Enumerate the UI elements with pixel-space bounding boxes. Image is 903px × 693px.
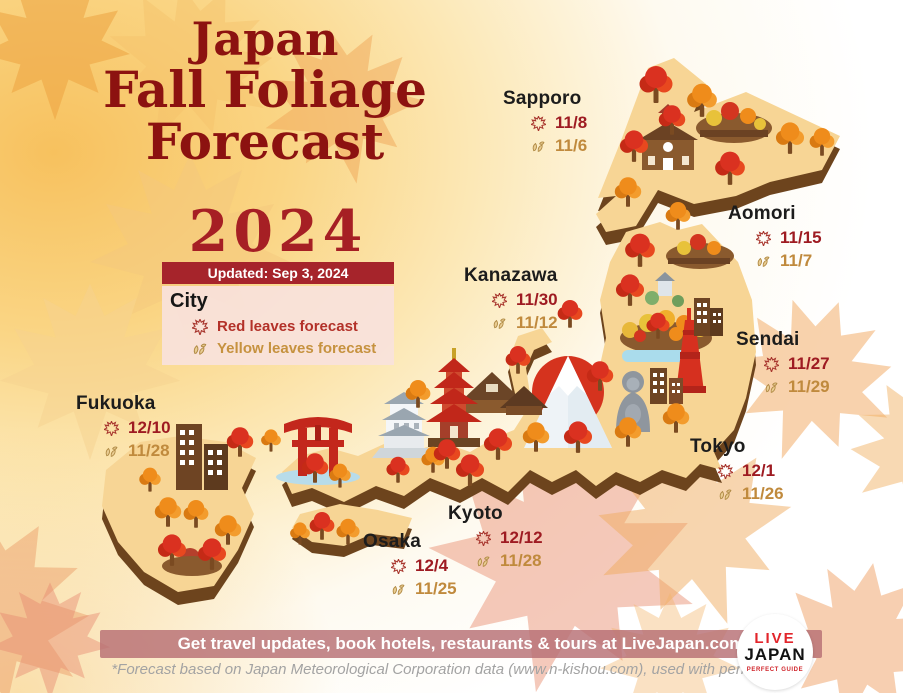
yellow-leaves-date: 11/28 [500,551,542,570]
live-japan-logo: LIVE JAPAN PERFECT GUIDE [737,614,813,690]
city-label-sendai: Sendai 11/27 11/29 [736,329,830,397]
city-name: Kyoto [448,503,503,524]
title-line-japan: Japan [191,12,339,66]
logo-japan-text: JAPAN [744,645,806,665]
legend: City Red leaves forecast Yellow leaves f… [162,286,394,365]
updated-date-banner: Updated: Sep 3, 2024 [162,262,394,284]
yellow-leaves-icon [765,381,778,393]
red-leaves-date: 11/30 [516,290,558,309]
maple-leaf-icon [192,318,208,335]
maple-leaf-icon [104,420,119,436]
city-label-fukuoka: Fukuoka 12/10 11/28 [76,393,171,461]
red-leaves-date: 12/4 [415,556,449,575]
legend-red-row: Red leaves forecast [170,318,386,335]
legend-header: City [170,290,208,312]
maple-leaf-icon [492,292,507,308]
legend-yellow-label: Yellow leaves forecast [217,340,377,357]
city-label-tokyo: Tokyo 12/1 11/26 [690,436,784,504]
yellow-leaves-icon [532,140,545,152]
yellow-leaves-date: 11/28 [128,441,170,460]
landmark-white-castle [372,392,436,458]
city-name: Sendai [736,329,800,350]
landmark-city-buildings-east [694,298,723,336]
yellow-leaves-date: 11/25 [415,579,457,598]
red-leaves-date: 12/12 [500,528,543,547]
page-title: Japan Fall Foliage Forecast [40,12,490,171]
title-line-fall-foliage: Fall Foliage [103,59,427,119]
logo-tagline: PERFECT GUIDE [746,666,804,673]
city-name: Kanazawa [464,265,558,286]
maple-leaf-icon [756,230,771,246]
red-leaves-date: 11/8 [555,113,588,132]
maple-leaf-icon [531,115,546,131]
yellow-leaves-icon [392,583,405,595]
city-name: Sapporo [503,88,582,109]
maple-leaf-icon [391,558,406,574]
city-name: Osaka [363,531,422,552]
yellow-leaves-icon [193,343,207,355]
yellow-leaves-date: 11/12 [516,313,558,332]
red-leaves-date: 12/1 [742,461,776,480]
yellow-leaves-icon [105,445,118,457]
landmark-hokkaido-hill [696,102,772,143]
yellow-leaves-date: 11/29 [788,377,830,396]
title-line-forecast: Forecast [145,111,385,171]
maple-leaf-icon [476,530,491,546]
maple-leaf-icon [764,356,779,372]
maple-leaf-icon [718,463,733,479]
forecast-year: 2024 [188,198,368,265]
city-label-osaka: Osaka 12/4 11/25 [363,531,457,599]
yellow-leaves-date: 11/7 [780,251,813,270]
city-label-aomori: Aomori 11/15 11/7 [728,203,822,271]
landmark-red-tower [674,308,706,393]
landmark-aomori-hill [645,234,734,307]
city-label-kyoto: Kyoto 12/12 11/28 [448,503,543,571]
landmark-pagoda [426,348,482,447]
city-name: Fukuoka [76,393,156,414]
legend-yellow-row: Yellow leaves forecast [170,340,386,357]
travel-updates-banner: Get travel updates, book hotels, restaur… [100,630,822,658]
legend-red-label: Red leaves forecast [217,318,358,335]
yellow-leaves-icon [477,555,490,567]
landmark-farmhouses [460,372,548,415]
logo-live-text: LIVE [754,630,796,648]
yellow-leaves-date: 11/26 [742,484,784,503]
yellow-leaves-icon [719,488,732,500]
red-leaves-date: 12/10 [128,418,171,437]
landmark-city-buildings-south [650,368,683,404]
city-name: Aomori [728,203,796,224]
red-leaves-date: 11/27 [788,354,830,373]
forecast-disclaimer: *Forecast based on Japan Meteorological … [111,661,792,678]
red-leaves-date: 11/15 [780,228,822,247]
yellow-leaves-icon [493,317,506,329]
city-label-kanazawa: Kanazawa 11/30 11/12 [464,265,558,333]
yellow-leaves-icon [757,255,770,267]
city-name: Tokyo [690,436,746,457]
yellow-leaves-date: 11/6 [555,136,588,155]
landmark-fukuoka-buildings [176,424,228,490]
city-label-sapporo: Sapporo 11/8 11/6 [503,88,587,156]
